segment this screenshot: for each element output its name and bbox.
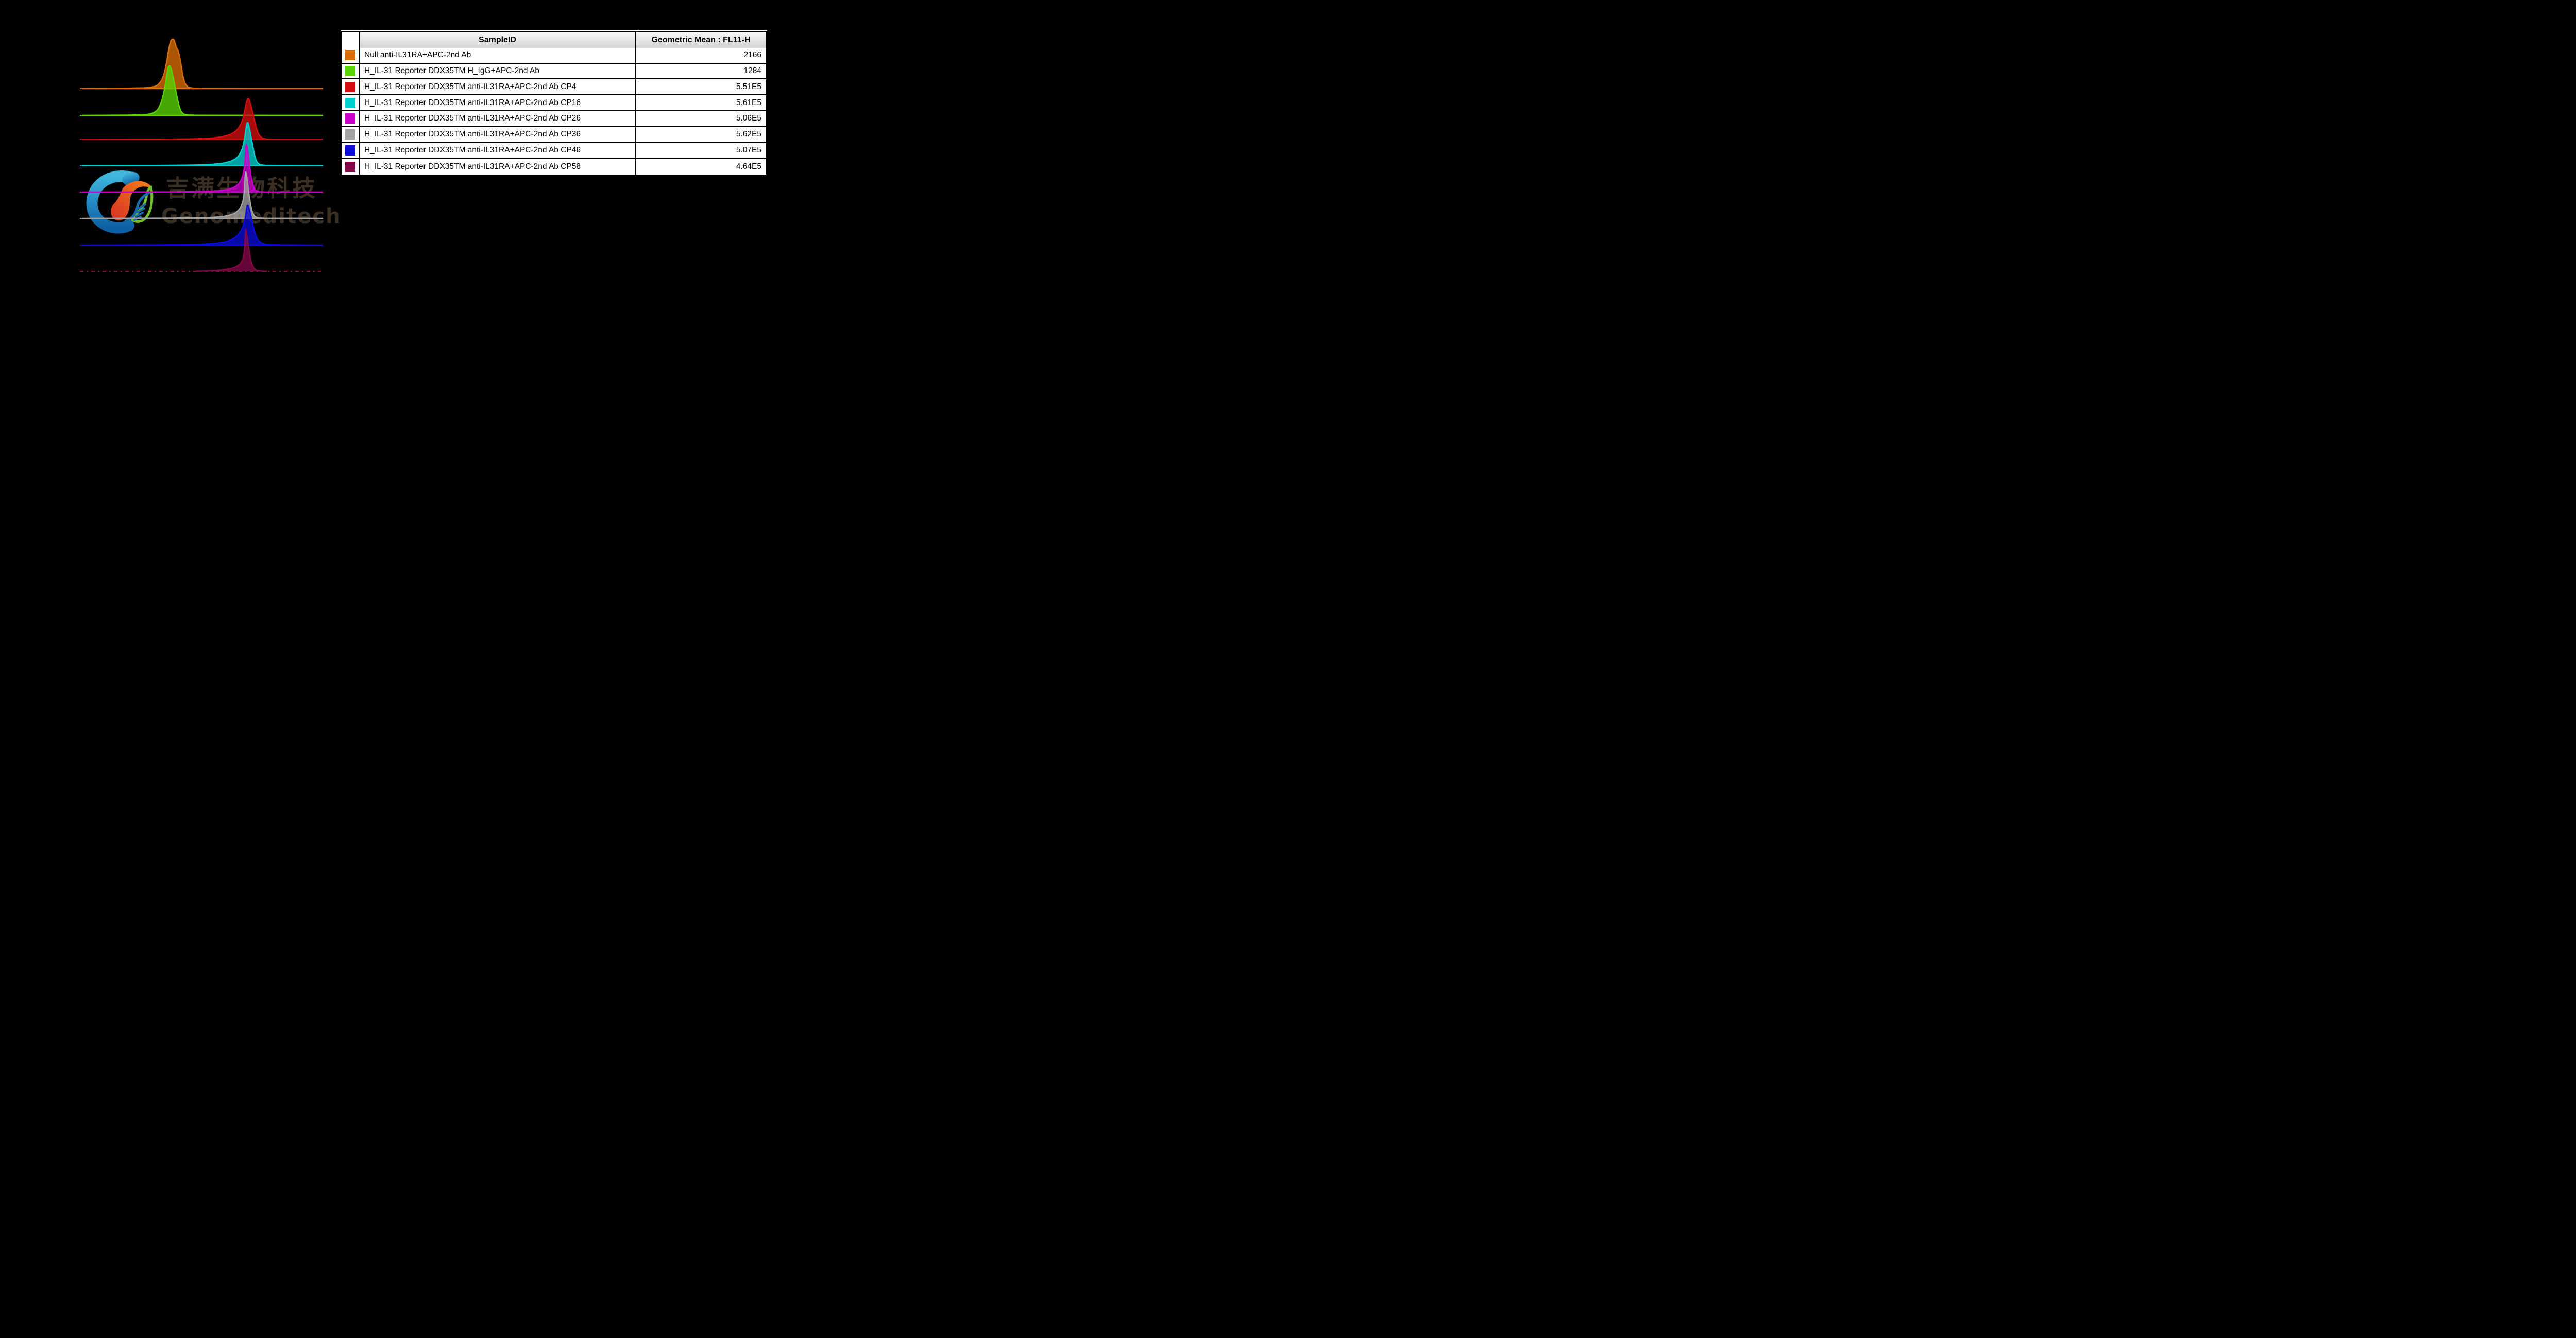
sample-color-swatch	[345, 50, 355, 61]
sample-color-swatch	[345, 161, 355, 172]
genomeditech-logo-watermark	[86, 170, 154, 234]
sample-color-swatch	[345, 65, 355, 76]
geometric-mean-cell[interactable]: 5.62E5	[635, 127, 766, 143]
table-row-swatch-cell[interactable]	[342, 143, 359, 159]
table-row-swatch-cell[interactable]	[342, 127, 359, 143]
table-row-swatch-cell[interactable]	[342, 111, 359, 127]
histogram-0	[81, 38, 324, 90]
sample-id-cell[interactable]: H_IL-31 Reporter DDX35TM anti-IL31RA+APC…	[359, 159, 635, 175]
logo-flame	[111, 181, 152, 221]
sample-id-cell[interactable]: H_IL-31 Reporter DDX35TM anti-IL31RA+APC…	[359, 95, 635, 111]
histogram-1	[81, 65, 324, 116]
geometric-mean-cell[interactable]: 2166	[635, 47, 766, 64]
sample-color-swatch	[345, 81, 355, 92]
histogram-7	[196, 229, 267, 271]
histogram-5	[81, 171, 324, 219]
sample-color-swatch	[345, 129, 355, 140]
histogram-series-layer	[80, 38, 324, 272]
sample-id-cell[interactable]: Null anti-IL31RA+APC-2nd Ab	[359, 47, 635, 64]
geometric-mean-cell[interactable]: 5.51E5	[635, 79, 766, 96]
sample-color-swatch	[345, 145, 355, 156]
histogram-plot: 吉满生物科技 Genomeditech	[80, 38, 341, 272]
table-row-swatch-cell[interactable]	[342, 79, 359, 96]
table-row-swatch-cell[interactable]	[342, 47, 359, 64]
table-row-swatch-cell[interactable]	[342, 159, 359, 175]
table-row-swatch-cell[interactable]	[342, 63, 359, 80]
geometric-mean-cell[interactable]: 4.64E5	[635, 159, 766, 175]
histogram-outline-7	[195, 228, 267, 272]
sample-id-cell[interactable]: H_IL-31 Reporter DDX35TM anti-IL31RA+APC…	[359, 111, 635, 127]
sample-id-cell[interactable]: H_IL-31 Reporter DDX35TM H_IgG+APC-2nd A…	[359, 63, 635, 80]
sample-color-swatch	[345, 113, 355, 124]
sample-color-swatch	[345, 97, 355, 108]
sample-id-cell[interactable]: H_IL-31 Reporter DDX35TM anti-IL31RA+APC…	[359, 143, 635, 159]
histogram-4	[81, 144, 324, 193]
sample-id-cell[interactable]: H_IL-31 Reporter DDX35TM anti-IL31RA+APC…	[359, 79, 635, 96]
sample-statistics-table: SampleID Geometric Mean : FL11-H Null an…	[341, 31, 767, 176]
histogram-2	[81, 98, 324, 141]
table-header-swatch	[342, 32, 359, 49]
geometric-mean-cell[interactable]: 5.07E5	[635, 143, 766, 159]
logo-c-swoosh	[86, 170, 139, 234]
flow-cytometry-report: 吉满生物科技 Genomeditech SampleID Geometric M…	[0, 0, 779, 335]
histogram-3	[81, 122, 324, 166]
histogram-6	[81, 204, 324, 246]
sample-id-cell[interactable]: H_IL-31 Reporter DDX35TM anti-IL31RA+APC…	[359, 127, 635, 143]
geometric-mean-cell[interactable]: 1284	[635, 63, 766, 80]
table-row-swatch-cell[interactable]	[342, 95, 359, 111]
table-header-geometric-mean: Geometric Mean : FL11-H	[635, 32, 766, 49]
geometric-mean-cell[interactable]: 5.06E5	[635, 111, 766, 127]
geometric-mean-cell[interactable]: 5.61E5	[635, 95, 766, 111]
table-header-sample-id: SampleID	[359, 32, 635, 49]
